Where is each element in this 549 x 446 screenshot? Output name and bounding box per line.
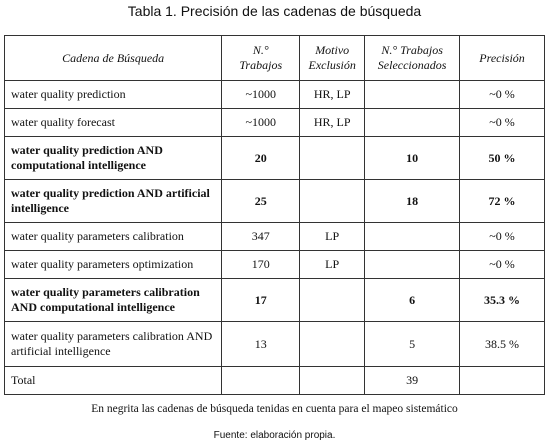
table-cell [221, 366, 301, 395]
table-title: Tabla 1. Precisión de las cadenas de bús… [127, 3, 422, 19]
table-cell: ~0 % [459, 222, 545, 251]
table-cell: ~1000 [221, 80, 301, 109]
table-cell: HR, LP [299, 108, 366, 137]
table-cell: 38.5 % [459, 321, 545, 367]
table-row: water quality forecast ~1000 HR, LP ~0 % [3, 108, 545, 137]
header-row: Cadena de Búsqueda N.° Trabajos Motivo Exc… [3, 35, 545, 81]
table-row: water quality parameters optimization 170… [3, 250, 545, 279]
header-cell: N.° Trabajos [221, 35, 301, 81]
table-cell: 6 [364, 278, 461, 322]
table-cell: 18 [364, 179, 461, 223]
table-row: water quality parameters calibration AND… [3, 278, 545, 322]
table-row: water quality prediction ~1000 HR, LP ~0 % [3, 80, 545, 109]
table-cell: 39 [364, 366, 461, 395]
table-row: water quality parameters calibration 347 L… [3, 222, 545, 251]
table-cell: ~0 % [459, 80, 545, 109]
source: Fuente: elaboración propia. [213, 430, 336, 441]
table-cell: ~1000 [221, 108, 301, 137]
table-cell [364, 222, 461, 251]
note: En negrita las cadenas de búsqueda tenid… [91, 403, 458, 415]
table-row: Total 39 [3, 366, 545, 395]
table-row: water quality prediction AND artificial … [3, 179, 545, 223]
table-cell: water quality forecast [3, 108, 223, 137]
table-cell [299, 136, 366, 180]
table-cell [459, 366, 545, 395]
table-row: water quality parameters calibration AND… [3, 321, 545, 367]
table-cell: 72 % [459, 179, 545, 223]
table-cell: 10 [364, 136, 461, 180]
table-cell: water quality parameters calibration [3, 222, 223, 251]
table-cell: 5 [364, 321, 461, 367]
table-cell: water quality parameters calibration AND… [3, 321, 223, 367]
table-cell: 25 [221, 179, 301, 223]
table-cell [299, 278, 366, 322]
table-cell [299, 321, 366, 367]
table-cell: Total [3, 366, 223, 395]
table-cell [364, 80, 461, 109]
table-cell: 35.3 % [459, 278, 545, 322]
table-cell: water quality prediction [3, 80, 223, 109]
table-cell: LP [299, 222, 366, 251]
table-row: water quality prediction AND computation… [3, 136, 545, 180]
table-cell: 20 [221, 136, 301, 180]
table-cell [364, 250, 461, 279]
table-cell: ~0 % [459, 250, 545, 279]
table-cell: 170 [221, 250, 301, 279]
table: Cadena de Búsqueda N.° Trabajos Motivo Exc… [3, 35, 545, 395]
table-cell: 13 [221, 321, 301, 367]
table-cell: water quality parameters optimization [3, 250, 223, 279]
table-cell: HR, LP [299, 80, 366, 109]
table-cell: water quality parameters calibration AND… [3, 278, 223, 322]
table-cell: ~0 % [459, 108, 545, 137]
table-cell: 50 % [459, 136, 545, 180]
header-cell: N.° Trabajos Seleccionados [364, 35, 461, 81]
table-cell: water quality prediction AND artificial … [3, 179, 223, 223]
table-cell: 17 [221, 278, 301, 322]
table-cell [299, 366, 366, 395]
table-cell: LP [299, 250, 366, 279]
header-cell: Cadena de Búsqueda [3, 35, 223, 81]
header-cell: Precisión [459, 35, 545, 81]
table-cell: 347 [221, 222, 301, 251]
table-body: water quality prediction ~1000 HR, LP ~0 % w… [3, 80, 545, 395]
table-cell [364, 108, 461, 137]
header-cell: Motivo Exclusión [299, 35, 366, 81]
table-cell [299, 179, 366, 223]
table-cell: water quality prediction AND computation… [3, 136, 223, 180]
